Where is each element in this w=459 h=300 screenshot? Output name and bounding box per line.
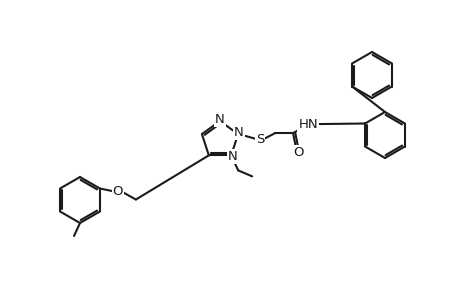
Text: N: N [215, 113, 224, 126]
Text: O: O [112, 185, 123, 198]
Text: N: N [227, 150, 237, 163]
Text: N: N [233, 126, 243, 139]
Text: O: O [292, 146, 302, 159]
Text: S: S [255, 133, 263, 146]
Text: HN: HN [297, 118, 317, 130]
